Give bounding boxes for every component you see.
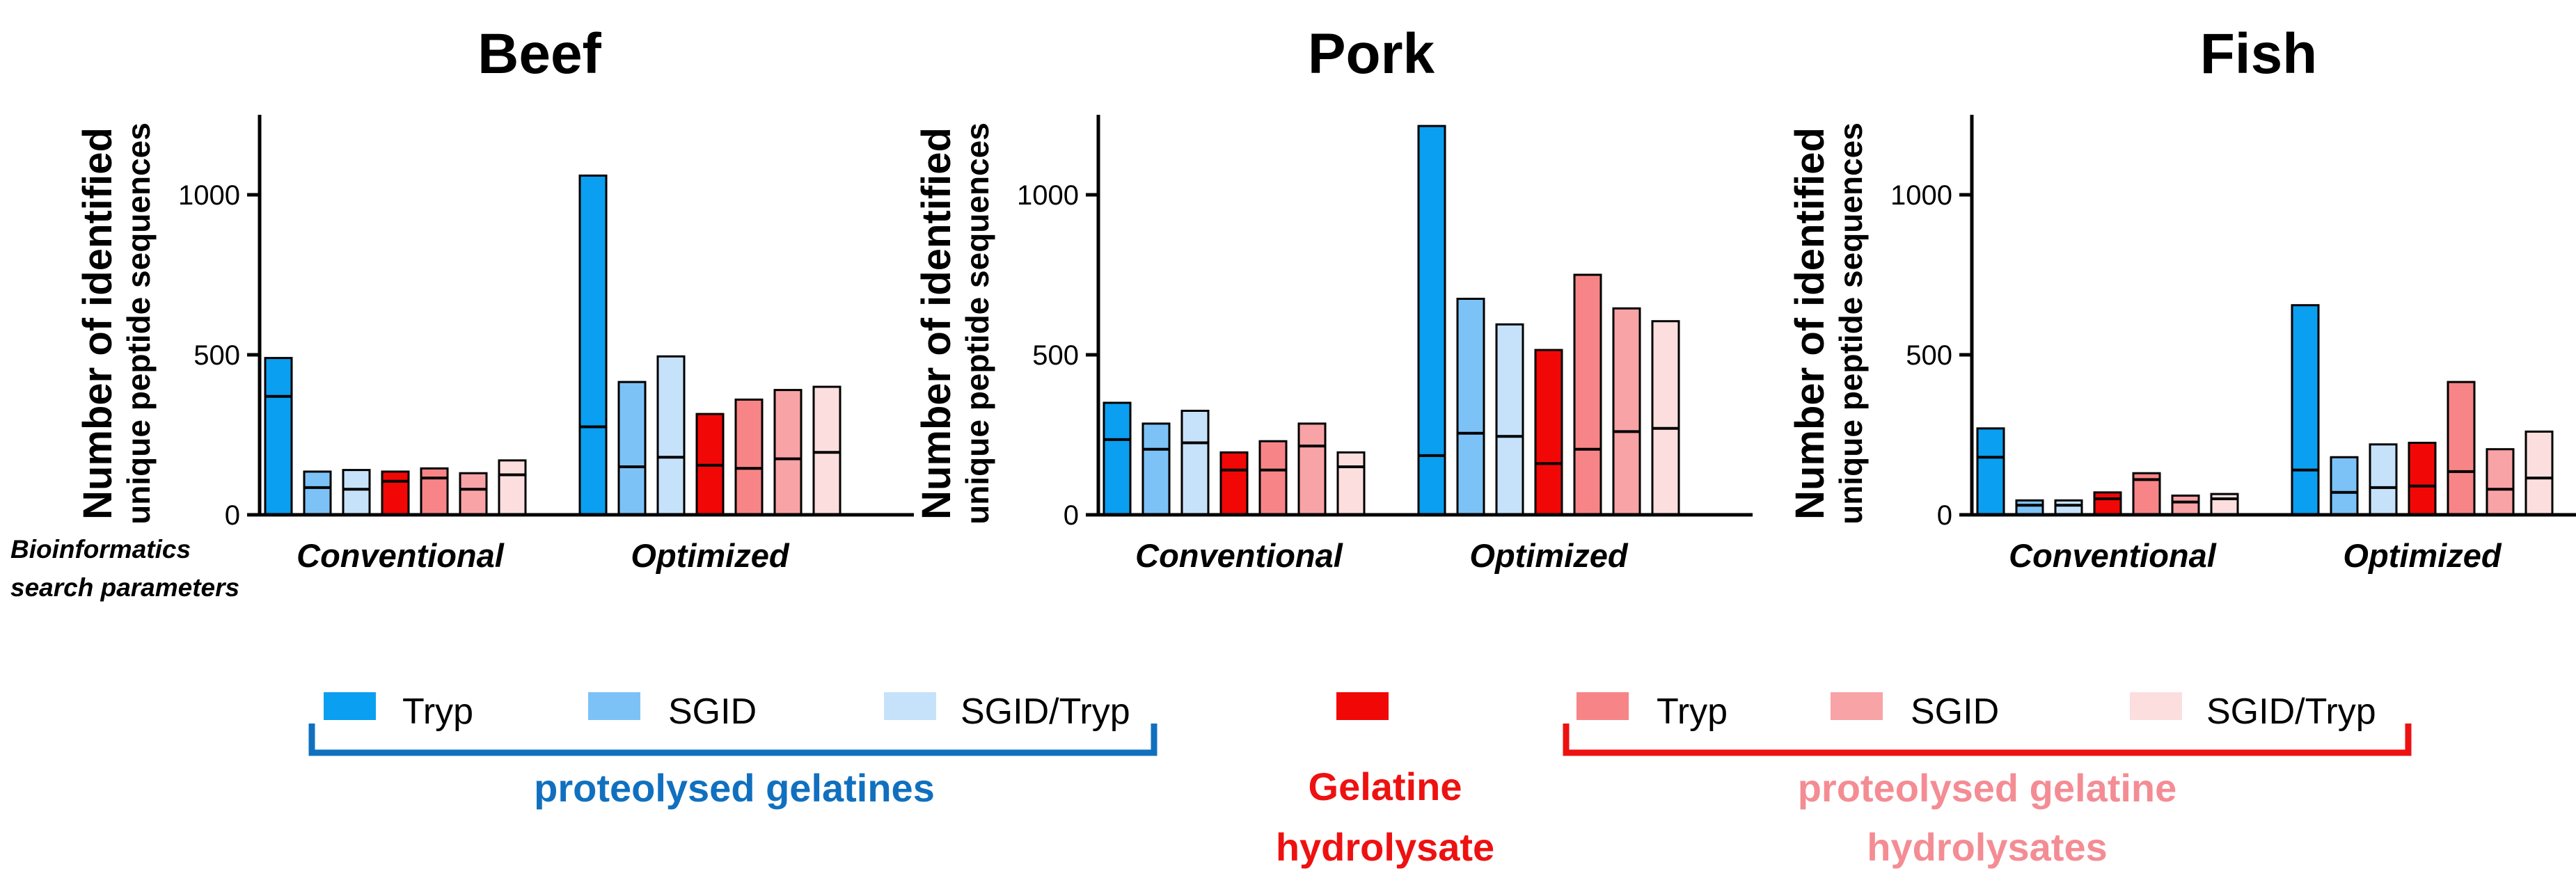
group-label-conventional: Conventional (297, 537, 505, 574)
y-axis-sublabel-beef: unique peptide sequences (120, 122, 157, 525)
bar-sgid-optimized (1456, 298, 1485, 516)
chart-title-fish: Fish (2200, 22, 2318, 86)
bar-sgid-conventional (1141, 422, 1171, 516)
y-tick-label: 500 (1906, 340, 1952, 371)
caption-hydrolysate: hydrolysate (1276, 825, 1494, 869)
group-label-conventional: Conventional (1135, 537, 1343, 574)
y-tick-label: 0 (225, 500, 240, 531)
y-tick-label: 1000 (1890, 180, 1952, 211)
bar-h-tryp-optimized (2447, 381, 2476, 516)
caption-gelatine: Gelatine (1309, 765, 1462, 808)
bars-beef (247, 115, 914, 517)
group-label-conventional: Conventional (2009, 537, 2217, 574)
bar-sgid-optimized (2330, 456, 2359, 516)
bar-hydrolysate-conventional (381, 470, 410, 516)
bar-sgid-conventional (2015, 499, 2044, 516)
y-tick-label: 500 (1032, 340, 1079, 371)
legend-swatch-h-sgid-tryp (2130, 692, 2182, 720)
bar-h-sgid-optimized (773, 389, 803, 516)
bar-h-sgid-tryp-optimized (812, 385, 841, 516)
bar-sgid-tryp-optimized (1495, 323, 1524, 516)
bar-sgid-tryp-conventional (1180, 410, 1210, 516)
group-label-optimized: Optimized (2343, 537, 2502, 574)
bar-tryp-optimized (2291, 304, 2320, 516)
bar-tryp-optimized (578, 174, 608, 516)
y-axis-label-pork: Number of identified (914, 127, 959, 520)
y-tick-label: 0 (1064, 500, 1079, 531)
legend-swatch-h-tryp (1577, 692, 1629, 720)
legend-swatch-tryp (324, 692, 376, 720)
bar-h-sgid-conventional (459, 472, 488, 516)
side-label-line1: Bioinformatics (10, 535, 191, 564)
group-label-optimized: Optimized (631, 537, 789, 574)
legend-label-tryp: Tryp (402, 692, 473, 732)
legend-swatch-sgid (588, 692, 640, 720)
y-axis-sublabel-fish: unique peptide sequences (1833, 122, 1869, 525)
chart-title-beef: Beef (477, 22, 601, 86)
bar-hydrolysate-optimized (2408, 442, 2437, 516)
bracket-red (1563, 724, 2412, 756)
bar-h-sgid-conventional (1297, 422, 1327, 516)
legend-label-h-sgid-tryp: SGID/Tryp (2206, 692, 2376, 732)
bar-sgid-tryp-conventional (2054, 499, 2083, 516)
bar-hydrolysate-conventional (1219, 451, 1249, 516)
legend-label-h-sgid: SGID (1911, 692, 1999, 732)
bar-h-sgid-tryp-conventional (498, 459, 527, 516)
y-axis-sublabel-pork: unique peptide sequences (959, 122, 995, 525)
bar-h-tryp-optimized (734, 398, 764, 516)
bar-tryp-conventional (1103, 401, 1132, 516)
bar-tryp-conventional (1976, 427, 2005, 516)
group-label-optimized: Optimized (1469, 537, 1628, 574)
y-tick-label: 0 (1937, 500, 1952, 531)
bar-h-sgid-tryp-optimized (2524, 430, 2554, 516)
bars-pork (1086, 115, 1753, 517)
bar-h-sgid-conventional (2171, 494, 2200, 516)
chart-title-pork: Pork (1308, 22, 1435, 86)
y-tick-label: 1000 (1017, 180, 1079, 211)
legend-label-h-tryp: Tryp (1657, 692, 1728, 732)
side-label-line2: search parameters (10, 573, 239, 602)
bar-h-tryp-conventional (420, 467, 449, 516)
legend-label-sgid: SGID (668, 692, 757, 732)
caption-proteolysed-gelatine: proteolysed gelatine (1798, 766, 2177, 810)
legend-swatch-h-sgid (1831, 692, 1883, 720)
y-axis-label-fish: Number of identified (1787, 127, 1833, 520)
bar-hydrolysate-conventional (2093, 491, 2122, 516)
chart-panel-fish: Fish Number of identified unique peptide… (1787, 22, 2576, 574)
legend-swatch-hydrolysate (1336, 692, 1389, 720)
bar-sgid-optimized (617, 381, 647, 516)
legend: Tryp SGID SGID/Tryp proteolysed gelatine… (308, 692, 2412, 869)
bar-h-tryp-conventional (1258, 440, 1288, 516)
y-tick-label: 1000 (178, 180, 240, 211)
chart-panel-pork: Pork Number of identified unique peptide… (914, 22, 1753, 574)
y-ticks-fish: 0 500 1000 (1890, 180, 1952, 531)
chart-panel-beef: Beef Number of identified unique peptide… (75, 22, 914, 574)
bar-h-sgid-optimized (1612, 307, 1641, 516)
bar-sgid-tryp-optimized (2369, 443, 2398, 516)
bar-h-sgid-optimized (2486, 448, 2515, 516)
legend-label-sgid-tryp: SGID/Tryp (961, 692, 1130, 732)
bar-h-tryp-optimized (1573, 273, 1602, 516)
caption-hydrolysates: hydrolysates (1867, 825, 2108, 869)
bar-sgid-tryp-optimized (656, 355, 686, 516)
bar-sgid-conventional (303, 470, 332, 516)
y-axis-label-beef: Number of identified (75, 127, 120, 520)
bar-tryp-optimized (1417, 125, 1446, 516)
bar-h-sgid-tryp-conventional (2210, 493, 2239, 516)
bar-h-sgid-tryp-optimized (1651, 320, 1680, 516)
bar-tryp-conventional (264, 357, 293, 516)
bar-h-sgid-tryp-conventional (1336, 451, 1366, 516)
y-tick-label: 500 (193, 340, 240, 371)
bar-hydrolysate-optimized (1534, 349, 1563, 516)
y-ticks-beef: 0 500 1000 (178, 180, 240, 531)
bar-sgid-tryp-conventional (342, 469, 371, 516)
caption-proteolysed-gelatines: proteolysed gelatines (534, 766, 935, 810)
legend-swatch-sgid-tryp (884, 692, 936, 720)
y-ticks-pork: 0 500 1000 (1017, 180, 1079, 531)
bracket-blue (308, 724, 1157, 756)
bars-fish (1959, 115, 2576, 517)
